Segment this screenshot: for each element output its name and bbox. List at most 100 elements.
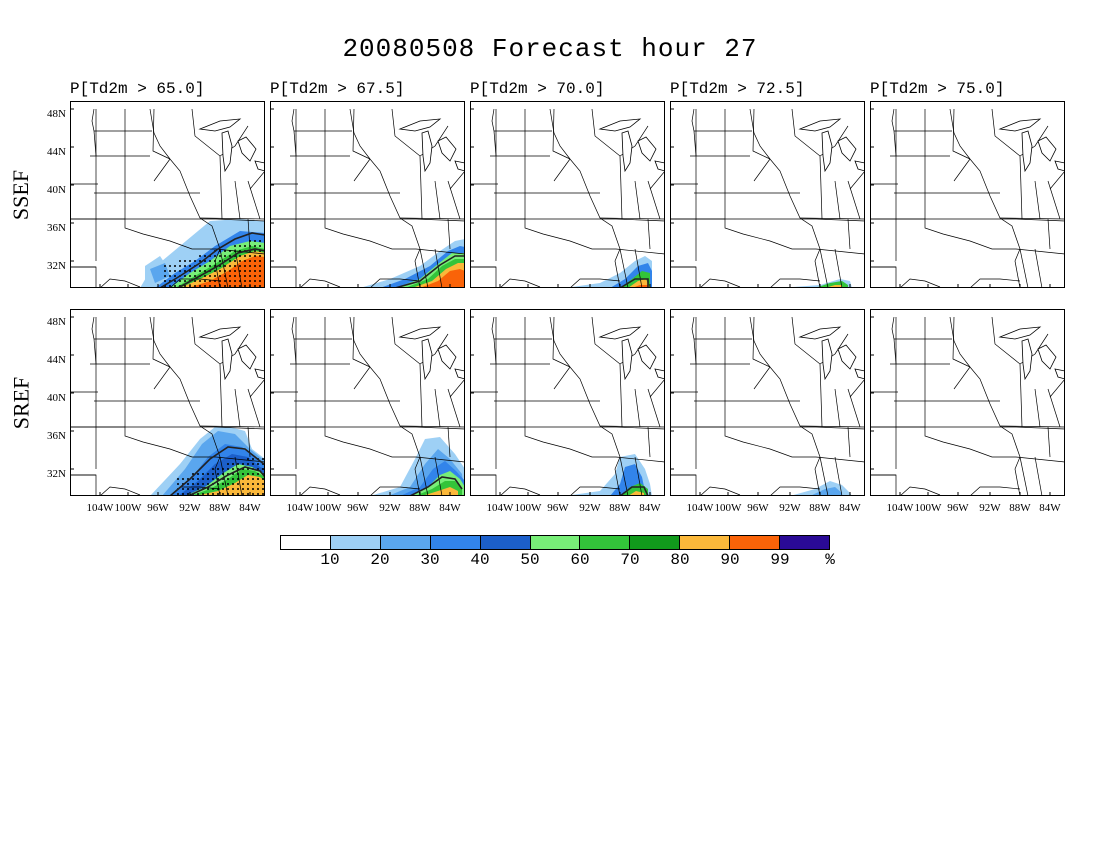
lake-outline	[454, 368, 465, 380]
lake-outline	[221, 130, 233, 173]
hatch-dot	[199, 270, 201, 272]
lake-outline	[1054, 368, 1065, 380]
state-boundary	[219, 248, 229, 288]
state-boundary	[924, 317, 1065, 463]
probability-contour	[159, 232, 265, 288]
state-boundary	[1049, 170, 1065, 190]
state-boundary	[470, 426, 665, 430]
map-panel-ssef-75	[870, 101, 1065, 288]
lake-outline	[1037, 136, 1057, 162]
state-boundary	[499, 278, 541, 288]
lat-label: 36N	[47, 222, 66, 234]
hatch-dot	[234, 260, 236, 262]
hatch-dot	[244, 270, 246, 272]
hatch-dot	[179, 265, 181, 267]
lon-label: 96W	[947, 502, 969, 514]
hatch-dot	[259, 280, 261, 282]
lon-label: 100W	[714, 502, 742, 514]
map-svg	[70, 309, 265, 496]
state-boundary	[352, 316, 371, 368]
state-boundary	[124, 109, 265, 255]
hatch-dot	[209, 280, 211, 282]
lon-label: 104W	[286, 502, 314, 514]
hatch-dot	[219, 270, 221, 272]
colorbar-label: 10	[320, 551, 340, 569]
state-boundary	[634, 248, 643, 288]
map-svg	[670, 309, 865, 496]
map-svg	[470, 101, 665, 288]
lake-outline	[421, 130, 433, 173]
lon-label: 104W	[486, 502, 514, 514]
lake-outline	[821, 338, 833, 381]
hatch-dot	[199, 255, 201, 257]
hatch-dot	[184, 260, 186, 262]
figure-title: 20080508 Forecast hour 27	[342, 34, 758, 64]
hatch-dot	[259, 285, 261, 287]
hatch-dot	[204, 255, 206, 257]
state-boundary	[524, 109, 665, 255]
colorbar-swatch	[630, 536, 681, 549]
hatch-dot	[254, 240, 256, 242]
column-title-2: P[Td2m > 67.5]	[270, 80, 405, 98]
hatch-dot	[174, 280, 176, 282]
hatch-dot	[242, 488, 244, 490]
hatch-dot	[224, 280, 226, 282]
state-boundary	[349, 108, 421, 288]
lat-label: 32N	[47, 468, 66, 480]
hatch-dot	[257, 483, 259, 485]
hatch-dot	[204, 275, 206, 277]
hatch-dot	[217, 478, 219, 480]
hatch-dot	[257, 488, 259, 490]
state-boundary	[349, 316, 421, 496]
hatch-dot	[189, 260, 191, 262]
hatch-dot	[254, 250, 256, 252]
hatch-dot	[197, 473, 199, 475]
hatch-dot	[252, 458, 254, 460]
hatch-dot	[239, 265, 241, 267]
hatch-dot	[239, 255, 241, 257]
hatch-dot	[192, 483, 194, 485]
state-boundary	[1034, 388, 1041, 428]
state-boundary	[891, 316, 897, 365]
state-boundary	[219, 363, 223, 428]
hatch-dot	[247, 478, 249, 480]
hatch-dot	[179, 270, 181, 272]
lake-outline	[254, 160, 265, 172]
hatch-dot	[259, 270, 261, 272]
lake-outline	[621, 338, 633, 381]
hatch-dot	[224, 265, 226, 267]
panel-frame	[470, 101, 665, 288]
map-svg	[670, 101, 865, 288]
lake-outline	[821, 130, 833, 173]
lon-label: 92W	[179, 502, 201, 514]
state-boundary	[749, 316, 821, 496]
hatch-dot	[232, 468, 234, 470]
state-boundary	[769, 486, 821, 496]
state-boundary	[1047, 426, 1051, 458]
state-boundary	[949, 108, 1021, 288]
lake-outline	[854, 160, 865, 172]
state-boundary	[99, 486, 141, 496]
probability-area	[628, 491, 644, 496]
probability-contour	[187, 466, 265, 496]
hatch-dot	[229, 255, 231, 257]
hatch-dot	[254, 260, 256, 262]
state-boundary	[847, 426, 851, 458]
lon-label: 88W	[409, 502, 431, 514]
lat-label: 48N	[47, 316, 66, 328]
hatch-dot	[224, 255, 226, 257]
hatch-dot	[197, 493, 199, 495]
state-boundary	[291, 316, 297, 365]
hatch-dot	[227, 468, 229, 470]
map-panel-sref-72-5	[670, 309, 865, 496]
hatch-dot	[227, 488, 229, 490]
state-boundary	[870, 218, 1065, 222]
hatch-dot	[237, 493, 239, 495]
lon-label: 104W	[686, 502, 714, 514]
hatch-dot	[237, 463, 239, 465]
hatch-dot	[244, 245, 246, 247]
hatch-dot	[229, 265, 231, 267]
state-boundary	[419, 248, 429, 288]
hatch-dot	[217, 468, 219, 470]
state-boundary	[819, 363, 823, 428]
